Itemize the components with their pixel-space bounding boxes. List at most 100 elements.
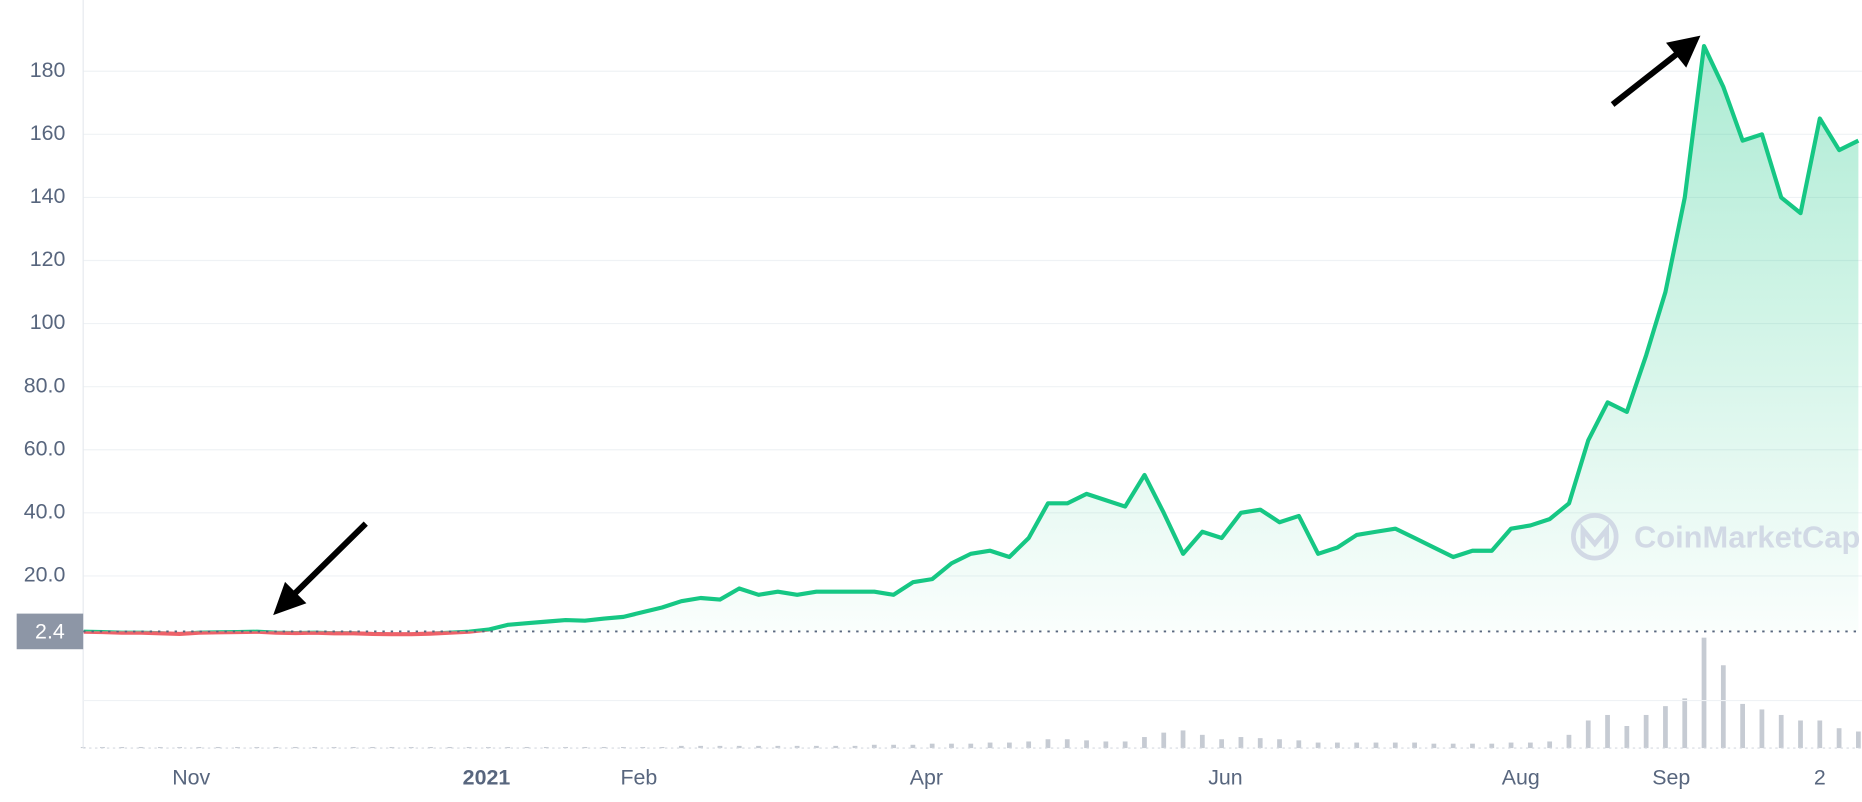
volume-bar — [910, 744, 916, 749]
volume-bar — [794, 745, 800, 749]
volume-bar — [1566, 734, 1572, 749]
volume-bar — [1315, 742, 1321, 749]
y-tick-label: 160 — [30, 121, 66, 145]
price-line-below — [83, 631, 490, 637]
volume-bar — [891, 744, 896, 749]
volume-bar — [1373, 742, 1379, 749]
watermark-logo — [1571, 512, 1619, 561]
volume-bar — [852, 745, 858, 749]
volume-bar — [1682, 698, 1688, 749]
y-tick-label: 120 — [30, 247, 66, 271]
x-tick-label: Nov — [172, 766, 210, 790]
y-tick-label: 60.0 — [24, 436, 66, 460]
volume-bar — [1798, 720, 1803, 749]
volume-bar — [1720, 665, 1726, 749]
volume-bar — [987, 742, 993, 749]
volume-bar — [1277, 739, 1282, 749]
volume-bar — [273, 746, 279, 749]
volume-bar — [1257, 738, 1263, 749]
volume-bar — [1238, 737, 1244, 749]
volume-bar — [505, 746, 511, 749]
volume-bar — [871, 744, 877, 749]
volume-bar — [1547, 741, 1553, 749]
x-tick-label: Apr — [910, 766, 943, 790]
volume-bar — [1045, 739, 1051, 749]
volume-bar — [1296, 740, 1302, 749]
x-tick-label: Aug — [1502, 766, 1540, 790]
volume-bar — [1759, 709, 1765, 749]
volume-bar — [736, 745, 742, 749]
volume-bar — [1006, 742, 1012, 749]
volume-bar — [350, 746, 356, 749]
volume-bar — [1508, 742, 1514, 749]
volume-bar — [1161, 732, 1167, 749]
price-line — [83, 43, 1860, 632]
volume-bar — [698, 745, 704, 749]
arrow-shaft — [290, 521, 368, 599]
volume-bar — [1527, 742, 1533, 749]
volume-bar — [1142, 737, 1147, 749]
volume-bar — [447, 746, 453, 749]
arrow-shaft — [1610, 49, 1681, 107]
area — [83, 46, 1859, 632]
y-tick-label: 80.0 — [24, 373, 66, 397]
y-tick-label: 180 — [30, 58, 66, 82]
volume-bar — [1180, 730, 1186, 749]
volume-bar — [1450, 743, 1456, 749]
reference-label-box — [16, 613, 84, 650]
x-tick-label: Jun — [1208, 766, 1242, 790]
y-tick-label: 20.0 — [24, 563, 66, 587]
volume-bar — [1392, 742, 1398, 749]
volume-bar — [1489, 743, 1495, 749]
arrow-head — [1666, 35, 1701, 68]
volume-bar — [138, 746, 144, 749]
volume-bar — [293, 746, 298, 749]
volume-bar — [1740, 703, 1745, 749]
watermark-logo-m — [1580, 523, 1610, 549]
volume-bar — [1335, 742, 1340, 749]
volume-bar — [678, 745, 684, 749]
volume-bar — [1103, 741, 1109, 749]
volume-bar — [659, 746, 665, 749]
volume-bar — [717, 745, 723, 749]
volume-bar — [833, 745, 839, 749]
volume-bar — [1643, 714, 1649, 749]
volume-bar — [814, 745, 819, 749]
volume-bar — [1064, 739, 1070, 749]
volume-bar — [370, 746, 375, 749]
volume-bar — [1836, 728, 1842, 749]
watermark-text: CoinMarketCap — [1634, 519, 1860, 554]
volume-bar — [929, 743, 935, 749]
volume-bar — [1605, 714, 1610, 749]
x-tick-label: Sep — [1652, 766, 1690, 790]
volume-bar — [1412, 742, 1417, 749]
volume-bar — [196, 746, 202, 749]
volume-bar — [524, 746, 530, 749]
volume-bar — [389, 746, 395, 749]
arrow-head — [273, 581, 307, 616]
arrow — [1610, 35, 1701, 107]
y-tick-label: 140 — [30, 184, 66, 208]
x-tick-label: 2021 — [463, 766, 511, 790]
volume-bar — [1354, 742, 1360, 749]
volume-bar — [1624, 726, 1630, 749]
volume-bar — [1470, 743, 1475, 749]
volume-bar — [1856, 731, 1861, 749]
volume-bar — [775, 745, 781, 749]
volume-bar — [1026, 741, 1032, 749]
volume-bar — [601, 746, 607, 749]
volume-bar — [428, 746, 433, 749]
volume-bar — [119, 746, 125, 749]
volume-bar — [1585, 720, 1591, 749]
volume-bar — [235, 746, 240, 749]
reference-label: 2.4 — [35, 619, 65, 643]
volume-bar — [1084, 740, 1089, 749]
volume-bar — [968, 743, 974, 749]
volume-bar — [756, 745, 761, 749]
x-tick-label: 2 — [1814, 766, 1826, 790]
watermark: CoinMarketCap — [1571, 512, 1860, 561]
volume-bar — [949, 743, 954, 749]
volume-bar — [1778, 714, 1784, 749]
